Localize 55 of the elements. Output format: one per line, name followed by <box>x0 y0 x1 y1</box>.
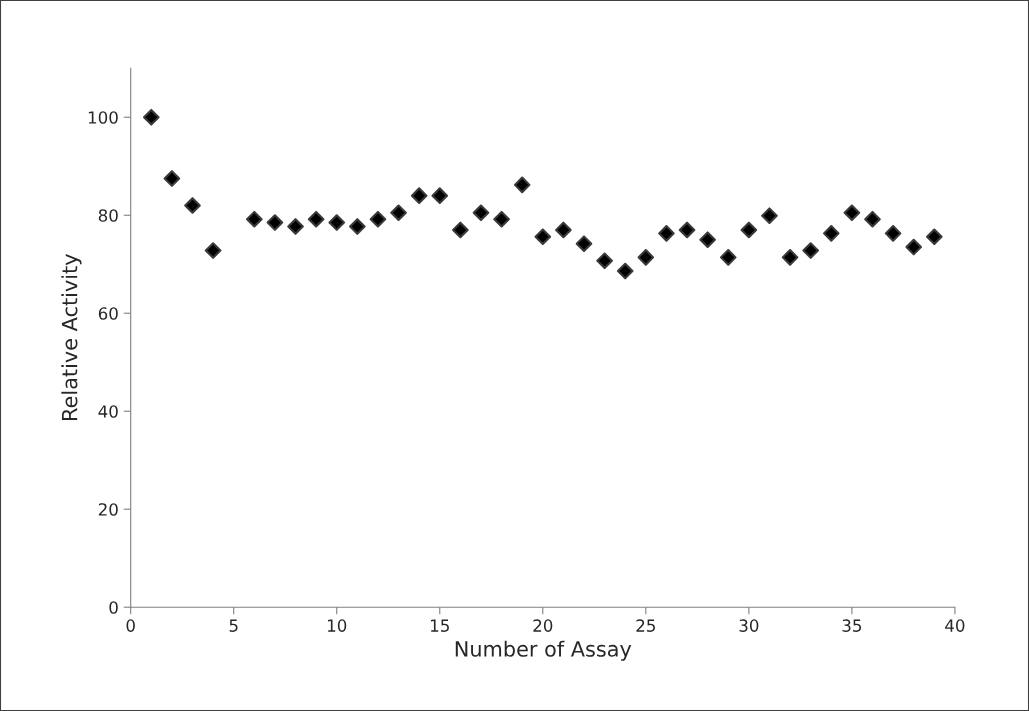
point <box>699 231 716 249</box>
point <box>719 249 737 266</box>
point <box>204 242 222 259</box>
point <box>575 235 593 252</box>
y-tick-label: 40 <box>98 405 118 418</box>
point <box>349 218 366 235</box>
point <box>513 176 531 194</box>
point <box>452 221 469 239</box>
point <box>596 252 613 270</box>
x-tick-label: 40 <box>945 619 965 632</box>
point <box>678 221 696 239</box>
point <box>781 249 799 266</box>
point <box>534 228 552 246</box>
point <box>163 170 181 187</box>
y-tick-label: 80 <box>98 209 118 222</box>
x-tick-label: 10 <box>327 619 347 632</box>
point <box>864 210 881 228</box>
point <box>802 242 819 259</box>
point <box>637 249 655 266</box>
y-tick-label: 60 <box>98 307 118 320</box>
point <box>266 214 284 231</box>
point <box>184 197 201 214</box>
point <box>884 225 902 242</box>
y-tick-label: 100 <box>88 111 118 124</box>
x-tick-label: 15 <box>431 619 449 632</box>
point <box>658 225 675 242</box>
x-axis-title: Number of Assay <box>455 640 632 661</box>
point <box>905 238 923 256</box>
point <box>555 221 572 239</box>
point <box>740 221 758 239</box>
x-tick-label: 20 <box>533 619 553 632</box>
point <box>925 228 943 246</box>
point <box>287 218 304 235</box>
point <box>328 214 346 231</box>
point <box>390 204 407 222</box>
point <box>822 225 840 242</box>
x-tick-label: 30 <box>739 619 759 632</box>
point <box>493 210 510 228</box>
point <box>307 210 325 228</box>
x-tick-label: 25 <box>636 619 655 632</box>
point <box>472 204 490 222</box>
point <box>616 262 634 280</box>
point <box>142 108 160 126</box>
x-tick-label: 0 <box>126 619 135 632</box>
point <box>431 187 449 204</box>
point <box>843 204 861 222</box>
y-axis-title: Relative Activity <box>61 254 82 420</box>
y-tick-label: 0 <box>109 601 118 614</box>
point <box>245 210 263 228</box>
point <box>761 207 778 225</box>
x-tick-label: 35 <box>842 619 862 632</box>
point <box>369 210 387 228</box>
y-tick-label: 20 <box>98 503 118 516</box>
x-tick-label: 5 <box>229 619 238 632</box>
point <box>410 187 428 204</box>
